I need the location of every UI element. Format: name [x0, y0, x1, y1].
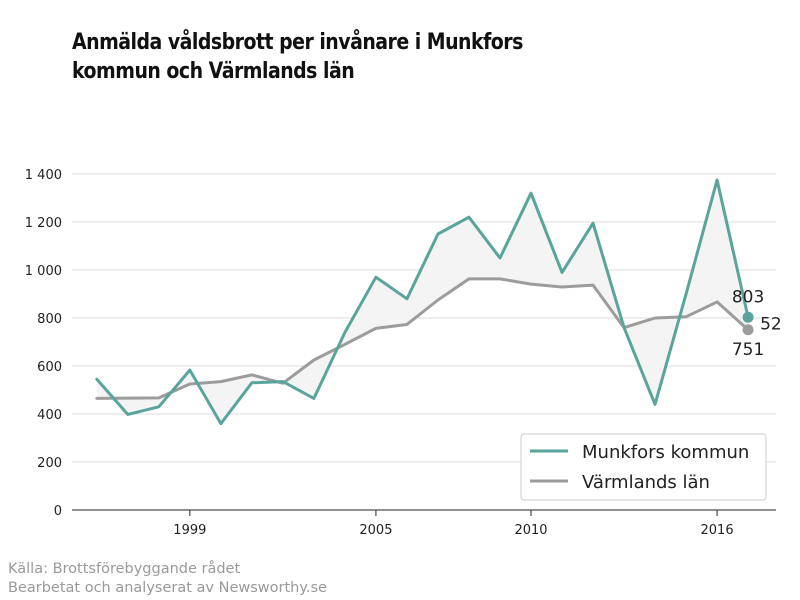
y-tick-label: 1 000	[25, 264, 62, 279]
y-tick-label: 1 200	[25, 216, 62, 231]
y-tick-label: 0	[54, 504, 62, 519]
title-line-2: kommun och Värmlands län	[72, 59, 355, 84]
x-tick-label: 1999	[173, 523, 206, 538]
y-axis: 0 200 400 600 800 1 000 1 200 1 400	[25, 168, 62, 519]
legend-box	[520, 433, 767, 501]
source-line-1: Källa: Brottsförebyggande rådet	[8, 561, 241, 577]
x-tick-label: 2016	[701, 523, 734, 538]
end-point-munkfors	[742, 311, 754, 323]
legend-label: Munkfors kommun	[582, 442, 749, 463]
legend: Munkfors kommun Värmlands län	[520, 433, 767, 501]
end-point-varmland	[742, 324, 754, 336]
y-tick-label: 1 400	[25, 168, 62, 183]
series-line-munkfors	[95, 178, 750, 426]
source-line-2: Bearbetat och analyserat av Newsworthy.s…	[8, 580, 327, 596]
series-lines	[95, 178, 750, 426]
end-label-varmland: 751	[732, 340, 764, 360]
x-tick-label: 2005	[359, 523, 392, 538]
y-tick-label: 600	[37, 360, 62, 375]
page-title: Anmälda våldsbrott per invånare i Munkfo…	[72, 28, 622, 86]
end-label-difference: 52	[760, 315, 782, 335]
source-note: Källa: Brottsförebyggande rådet Bearbeta…	[8, 560, 327, 598]
difference-area	[96, 180, 749, 424]
end-markers: 803 52 751	[732, 287, 782, 359]
x-tick-label: 2010	[514, 523, 547, 538]
y-tick-label: 800	[37, 312, 62, 327]
title-line-1: Anmälda våldsbrott per invånare i Munkfo…	[72, 30, 523, 55]
x-axis: 1999 2005 2010 2016	[173, 510, 734, 538]
end-label-munkfors: 803	[732, 287, 764, 307]
series-line-varmland	[95, 277, 750, 400]
legend-label: Värmlands län	[582, 472, 710, 493]
y-tick-label: 200	[37, 456, 62, 471]
y-tick-label: 400	[37, 408, 62, 423]
